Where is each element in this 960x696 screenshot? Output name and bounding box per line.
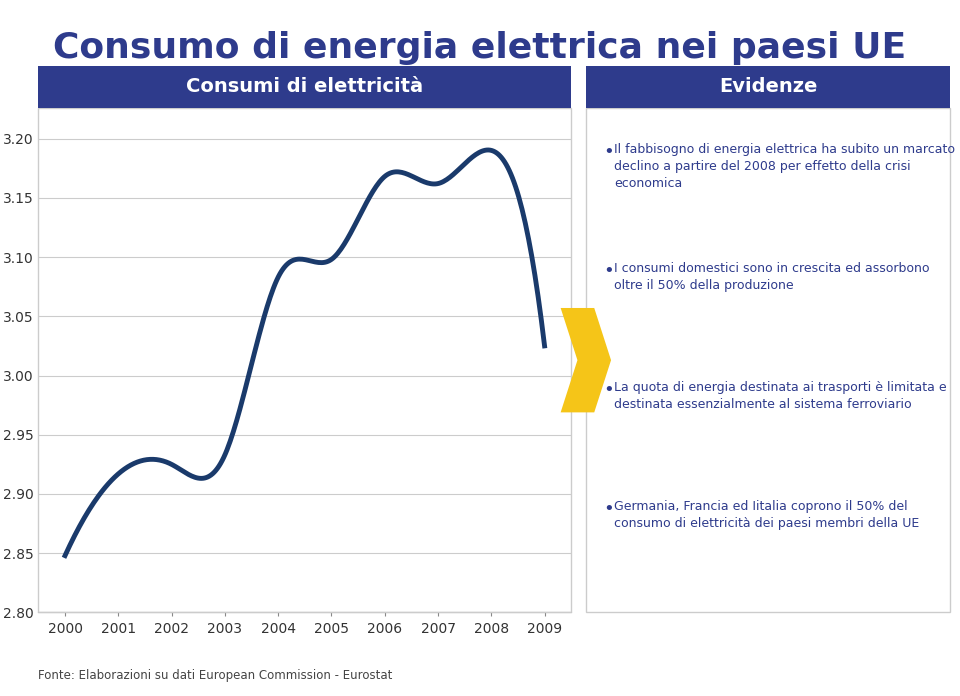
Text: •: • — [603, 500, 613, 519]
Text: Fonte: Elaborazioni su dati European Commission - Eurostat: Fonte: Elaborazioni su dati European Com… — [38, 669, 393, 682]
Text: Evidenze: Evidenze — [719, 77, 817, 97]
Text: •: • — [603, 381, 613, 399]
Text: •: • — [603, 143, 613, 161]
Text: GWh/Mil: GWh/Mil — [49, 96, 101, 109]
Text: Germania, Francia ed Iitalia coprono il 50% del consumo di elettricità dei paesi: Germania, Francia ed Iitalia coprono il … — [614, 500, 920, 530]
Text: Consumi di elettricità: Consumi di elettricità — [186, 77, 423, 97]
Text: •: • — [603, 262, 613, 280]
Text: I consumi domestici sono in crescita ed assorbono oltre il 50% della produzione: I consumi domestici sono in crescita ed … — [614, 262, 930, 292]
Text: Consumo di energia elettrica nei paesi UE: Consumo di energia elettrica nei paesi U… — [54, 31, 906, 65]
Text: Il fabbisogno di energia elettrica ha subito un marcato declino a partire del 20: Il fabbisogno di energia elettrica ha su… — [614, 143, 955, 190]
Text: La quota di energia destinata ai trasporti è limitata e destinata essenzialmente: La quota di energia destinata ai traspor… — [614, 381, 947, 411]
